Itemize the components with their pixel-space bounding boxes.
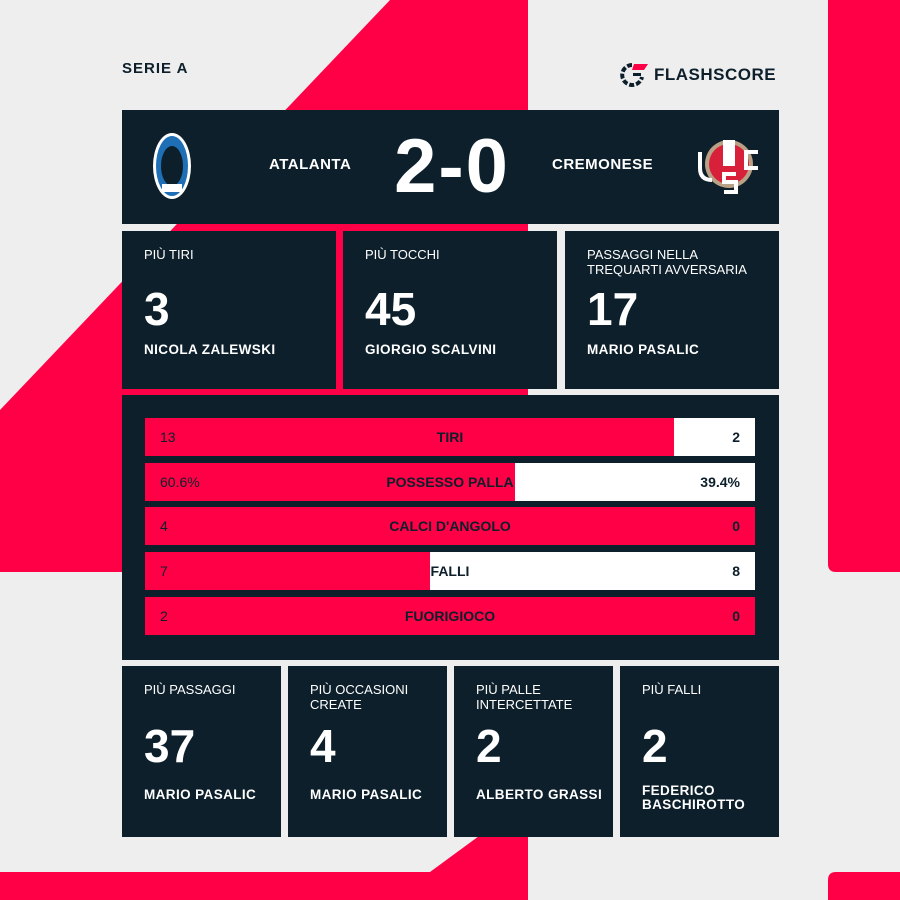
card-player: NICOLA ZALEWSKI (144, 342, 276, 357)
stat-card-chances-created: PIÙ OCCASIONI CREATE 4 MARIO PASALIC (288, 666, 447, 837)
home-value: 4 (160, 518, 168, 534)
stat-card-most-shots: PIÙ TIRI 3 NICOLA ZALEWSKI (122, 231, 336, 389)
stat-card-most-touches: PIÙ TOCCHI 45 GIORGIO SCALVINI (343, 231, 557, 389)
card-label: PASSAGGI NELLA TREQUARTI AVVERSARIA (587, 247, 747, 277)
card-value: 3 (144, 283, 170, 335)
home-share-bar (145, 552, 430, 590)
away-team-name: CREMONESE (552, 156, 654, 173)
stat-name: FALLI (430, 563, 470, 579)
home-score: 2 (394, 124, 439, 209)
card-value: 17 (587, 283, 639, 335)
home-share-bar (145, 507, 755, 545)
stat-card-most-passes: PIÙ PASSAGGI 37 MARIO PASALIC (122, 666, 281, 837)
card-value: 45 (365, 283, 417, 335)
stat-card-final-third-passes: PASSAGGI NELLA TREQUARTI AVVERSARIA 17 M… (565, 231, 779, 389)
stat-card-most-fouls: PIÙ FALLI 2 FEDERICO BASCHIROTTO (620, 666, 779, 837)
home-value: 13 (160, 429, 176, 445)
card-player: MARIO PASALIC (587, 342, 700, 357)
away-value: 8 (732, 563, 740, 579)
flashscore-logo: FLASHSCORE (618, 62, 776, 88)
home-value: 7 (160, 563, 168, 579)
away-value: 2 (732, 429, 740, 445)
card-value: 37 (144, 720, 196, 772)
card-player: ALBERTO GRASSI (476, 787, 603, 802)
card-label: PIÙ TOCCHI (365, 247, 440, 262)
stat-name: POSSESSO PALLA (386, 474, 514, 490)
card-label: PIÙ PALLE INTERCETTATE (476, 682, 573, 712)
stat-row-fouls: 7 FALLI 8 (145, 552, 755, 590)
score: 2-0 (370, 124, 534, 210)
stat-row-corners: 4 CALCI D'ANGOLO 0 (145, 507, 755, 545)
card-player: MARIO PASALIC (144, 787, 257, 802)
away-value: 0 (732, 608, 740, 624)
cremonese-crest-icon (698, 140, 758, 194)
home-share-bar (145, 463, 515, 501)
home-share-bar (145, 597, 755, 635)
home-share-bar (145, 418, 674, 456)
score-separator: - (438, 124, 466, 209)
home-value: 60.6% (160, 474, 200, 490)
card-label: PIÙ FALLI (642, 682, 702, 697)
card-value: 2 (642, 720, 668, 772)
card-player: GIORGIO SCALVINI (365, 342, 497, 357)
away-score: 0 (465, 124, 510, 209)
flashscore-icon (620, 63, 648, 87)
card-player: FEDERICO BASCHIROTTO (642, 783, 746, 812)
atalanta-crest-icon (153, 133, 191, 199)
stat-name: FUORIGIOCO (404, 608, 496, 624)
card-player: MARIO PASALIC (310, 787, 423, 802)
stat-row-shots: 13 TIRI 2 (145, 418, 755, 456)
card-label: PIÙ PASSAGGI (144, 682, 236, 697)
home-value: 2 (160, 608, 168, 624)
away-value: 0 (732, 518, 740, 534)
stat-row-possession: 60.6% POSSESSO PALLA 39.4% (145, 463, 755, 501)
card-label: PIÙ TIRI (144, 247, 194, 262)
card-label: PIÙ OCCASIONI CREATE (310, 682, 409, 712)
card-value: 4 (310, 720, 336, 772)
stat-name: TIRI (436, 429, 464, 445)
home-team-name: ATALANTA (269, 156, 352, 173)
away-value: 39.4% (700, 474, 740, 490)
stat-name: CALCI D'ANGOLO (389, 518, 511, 534)
card-value: 2 (476, 720, 502, 772)
stat-row-offsides: 2 FUORIGIOCO 0 (145, 597, 755, 635)
scoreboard: ATALANTA 2-0 CREMONESE (122, 110, 779, 224)
league-title: SERIE A (122, 60, 189, 77)
stat-card-interceptions: PIÙ PALLE INTERCETTATE 2 ALBERTO GRASSI (454, 666, 613, 837)
brand-name: FLASHSCORE (654, 65, 777, 84)
match-stats-panel: 13 TIRI 2 60.6% POSSESSO PALLA 39.4% 4 CALCI … (122, 395, 779, 660)
